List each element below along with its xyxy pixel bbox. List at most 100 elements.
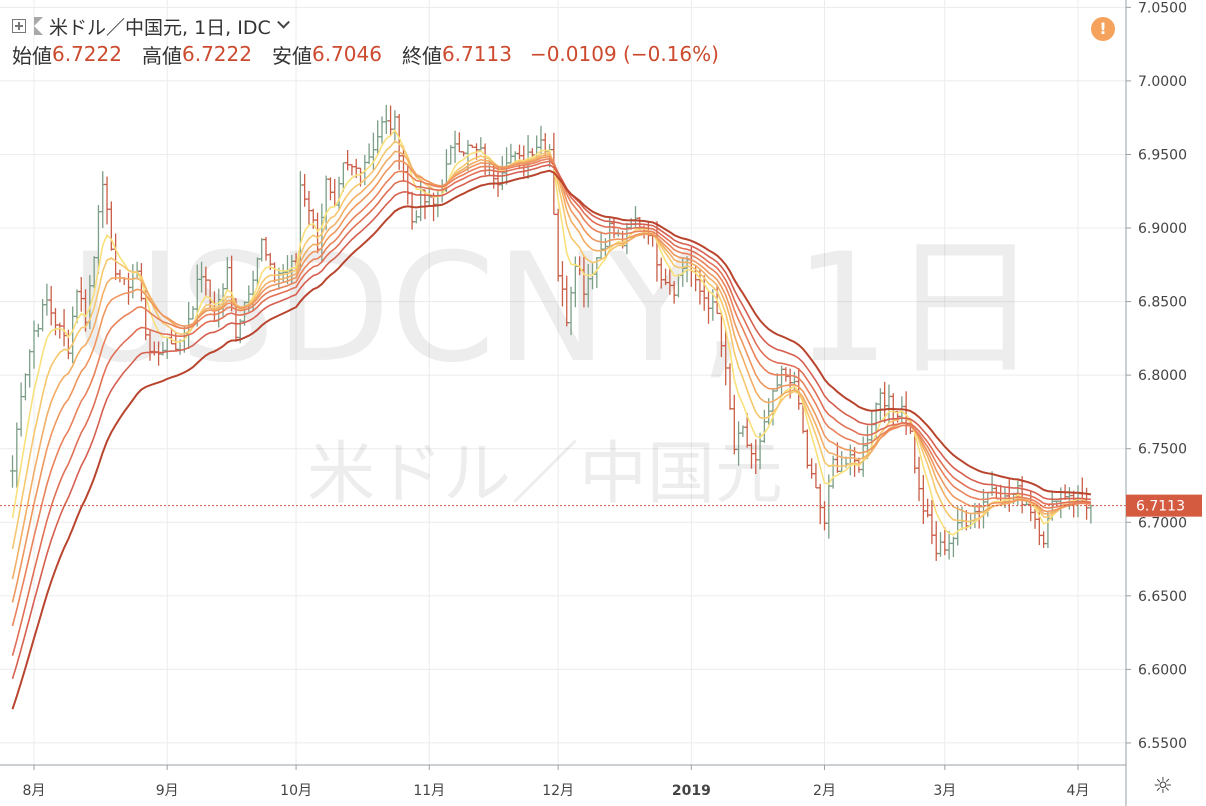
y-tick-label[interactable]: 7.0000	[1138, 74, 1187, 90]
close-value: 6.7113	[441, 42, 512, 66]
ohlc-bar	[405, 165, 411, 205]
ohlc-bar	[22, 373, 28, 401]
symbol-watermark: USDCNY, 1日 米ドル／中国元	[70, 222, 1040, 514]
ma-line-7	[11, 163, 1091, 680]
ohlc-bar	[366, 143, 372, 164]
ohlc-bar	[817, 483, 823, 525]
ohlc-bar	[955, 506, 961, 546]
ohlc-bar	[345, 150, 351, 171]
low-label: 安値	[271, 43, 312, 68]
y-tick-label[interactable]: 7.0500	[1138, 0, 1187, 16]
ohlc-bar	[61, 309, 67, 347]
ohlc-bar	[542, 133, 548, 156]
x-tick-label[interactable]: 2019	[672, 783, 711, 799]
ohlc-bar	[52, 308, 58, 336]
ohlc-bar	[18, 382, 24, 437]
alert-icon[interactable]: !	[1091, 17, 1115, 41]
ohlc-bar	[57, 322, 63, 339]
price-tag-text: 6.7113	[1136, 499, 1185, 515]
ohlc-bar	[383, 104, 389, 134]
x-tick-label[interactable]: 10月	[280, 783, 312, 799]
expand-icon[interactable]	[12, 19, 26, 33]
ohlc-bar	[379, 116, 385, 144]
ohlc-bar	[508, 143, 514, 164]
x-tick-label[interactable]: 8月	[23, 783, 46, 799]
x-axis-labels[interactable]: 8月 9月 10月 11月 12月 2019 2月 3月 4月	[23, 765, 1090, 799]
y-tick-label[interactable]: 6.5500	[1138, 736, 1187, 752]
ohlc-bar	[469, 144, 475, 148]
ohlc-bar	[10, 455, 16, 488]
ohlc-bar	[933, 521, 939, 561]
ohlc-bar	[31, 320, 37, 369]
ma-line-8	[11, 169, 1092, 710]
ohlc-bar	[375, 120, 381, 154]
ohlc-bar	[925, 498, 931, 518]
high-value: 6.7222	[181, 42, 252, 66]
x-tick-label[interactable]: 9月	[156, 783, 179, 799]
open-value: 6.7222	[52, 42, 122, 66]
low-value: 6.7046	[311, 42, 382, 66]
ohlc-bar	[499, 156, 505, 191]
ohlc-bar	[946, 530, 952, 560]
flag-icon	[34, 17, 43, 35]
ohlc-bar	[456, 132, 462, 153]
ohlc-bar	[27, 349, 33, 388]
y-tick-label[interactable]: 6.6000	[1138, 662, 1187, 678]
ohlc-bar	[35, 323, 41, 338]
x-tick-label[interactable]: 4月	[1067, 783, 1090, 799]
ohlc-bar	[100, 171, 106, 228]
y-tick-label[interactable]: 6.6500	[1138, 589, 1187, 605]
ohlc-bar	[306, 190, 312, 226]
ohlc-bar	[370, 132, 376, 172]
x-tick-label[interactable]: 11月	[413, 783, 445, 799]
legend: 米ドル／中国元, 1日, IDC 始値 6.7222 高値 6.7222 安値 6.7…	[10, 12, 737, 68]
y-tick-label[interactable]: 6.9500	[1138, 147, 1187, 163]
ohlc-bar	[40, 299, 46, 332]
ohlc-bar	[392, 110, 398, 144]
high-label: 高値	[141, 43, 182, 68]
x-tick-label[interactable]: 3月	[933, 783, 956, 799]
ohlc-bar	[538, 125, 544, 154]
axes	[0, 0, 1127, 806]
ohlc-bar	[302, 174, 308, 207]
symbol-title[interactable]: 米ドル／中国元, 1日, IDC	[49, 16, 271, 39]
ohlc-bar	[525, 135, 531, 179]
ma-ribbon	[11, 129, 1092, 710]
last-price-tag: 6.7113	[1126, 494, 1202, 517]
y-axis-labels[interactable]: 7.0500 7.0000 6.9500 6.9000 6.8500 6.8000 6.75…	[1126, 0, 1187, 752]
y-tick-label[interactable]: 6.8000	[1138, 368, 1187, 384]
ohlc-bar	[452, 130, 458, 163]
ohlc-bar	[1041, 531, 1047, 548]
y-tick-label[interactable]: 6.8500	[1138, 295, 1187, 311]
ma-line-6	[11, 160, 1091, 656]
gear-icon[interactable]: ☼	[1153, 774, 1173, 799]
ohlc-bar	[809, 458, 815, 479]
ohlc-values: 始値 6.7222 高値 6.7222 安値 6.7046 終値 6.7113 −0.0…	[10, 40, 737, 68]
ohlc-bar	[916, 456, 922, 502]
price-tag-bg	[1126, 494, 1202, 517]
watermark-name: 米ドル／中国元	[307, 435, 783, 514]
open-label: 始値	[12, 43, 52, 68]
ohlc-bar	[48, 286, 54, 326]
ohlc-bar	[332, 178, 338, 207]
y-tick-label[interactable]: 6.7000	[1138, 515, 1187, 531]
ohlc-bar	[830, 455, 836, 489]
ohlc-bar	[478, 137, 484, 152]
ohlc-bar	[104, 176, 110, 225]
ohlc-bar	[327, 177, 333, 201]
ohlc-bar	[1006, 479, 1012, 512]
y-tick-label[interactable]: 6.7500	[1138, 442, 1187, 458]
ohlc-bar	[839, 451, 845, 473]
legend-title-row: 米ドル／中国元, 1日, IDC	[10, 12, 737, 40]
x-tick-label[interactable]: 2月	[813, 783, 836, 799]
ohlc-bar	[44, 283, 50, 316]
close-label: 終値	[401, 43, 442, 68]
y-tick-label[interactable]: 6.9000	[1138, 221, 1187, 237]
ma-line-5	[11, 157, 1091, 627]
ohlc-bar	[920, 474, 926, 524]
chevron-down-icon[interactable]	[276, 15, 290, 29]
x-tick-label[interactable]: 12月	[542, 783, 574, 799]
ohlc-bar	[813, 463, 819, 489]
ohlc-bar	[1088, 504, 1094, 524]
